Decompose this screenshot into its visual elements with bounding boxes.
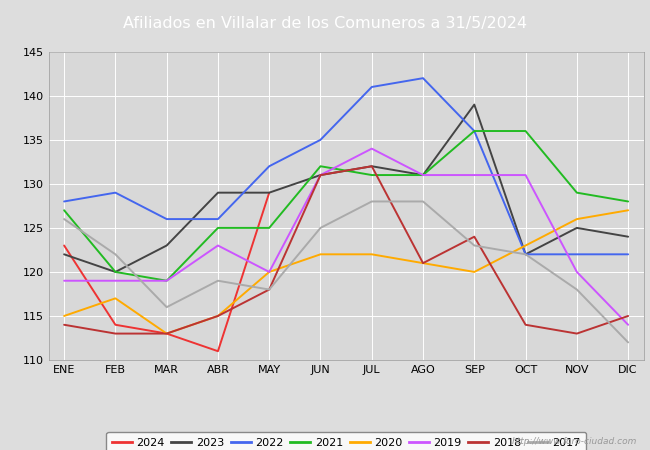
Text: Afiliados en Villalar de los Comuneros a 31/5/2024: Afiliados en Villalar de los Comuneros a…	[123, 16, 527, 31]
Legend: 2024, 2023, 2022, 2021, 2020, 2019, 2018, 2017: 2024, 2023, 2022, 2021, 2020, 2019, 2018…	[107, 432, 586, 450]
Text: http://www.foro-ciudad.com: http://www.foro-ciudad.com	[512, 436, 637, 446]
